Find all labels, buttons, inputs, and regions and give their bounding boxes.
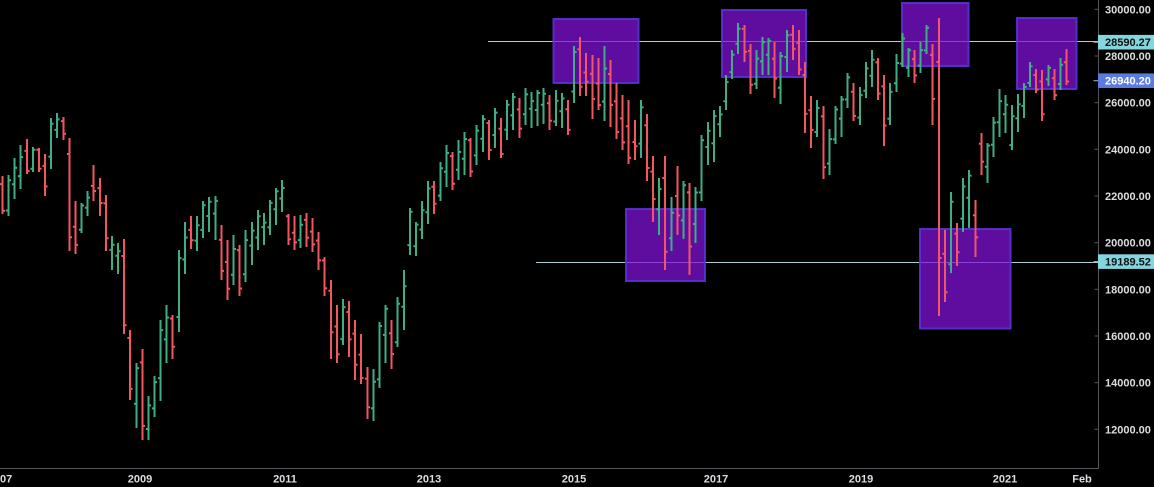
svg-text:2011: 2011 xyxy=(273,474,297,486)
svg-text:2009: 2009 xyxy=(128,474,152,486)
svg-text:12000.00: 12000.00 xyxy=(1105,424,1151,436)
svg-text:26000.00: 26000.00 xyxy=(1105,98,1151,110)
svg-text:2017: 2017 xyxy=(704,474,728,486)
svg-text:2015: 2015 xyxy=(562,474,586,486)
svg-text:30000.00: 30000.00 xyxy=(1105,4,1151,16)
svg-text:14000.00: 14000.00 xyxy=(1105,378,1151,390)
svg-text:2013: 2013 xyxy=(417,474,441,486)
svg-text:19189.52: 19189.52 xyxy=(1105,257,1151,269)
svg-text:24000.00: 24000.00 xyxy=(1105,144,1151,156)
svg-text:07: 07 xyxy=(0,474,12,486)
svg-text:22000.00: 22000.00 xyxy=(1105,191,1151,203)
svg-text:28590.27: 28590.27 xyxy=(1105,37,1151,49)
svg-text:2021: 2021 xyxy=(993,474,1017,486)
svg-text:18000.00: 18000.00 xyxy=(1105,284,1151,296)
svg-text:28000.00: 28000.00 xyxy=(1105,51,1151,63)
svg-text:Feb: Feb xyxy=(1072,474,1092,486)
svg-text:20000.00: 20000.00 xyxy=(1105,238,1151,250)
svg-text:2019: 2019 xyxy=(849,474,873,486)
svg-text:26940.20: 26940.20 xyxy=(1105,76,1151,88)
svg-text:16000.00: 16000.00 xyxy=(1105,331,1151,343)
